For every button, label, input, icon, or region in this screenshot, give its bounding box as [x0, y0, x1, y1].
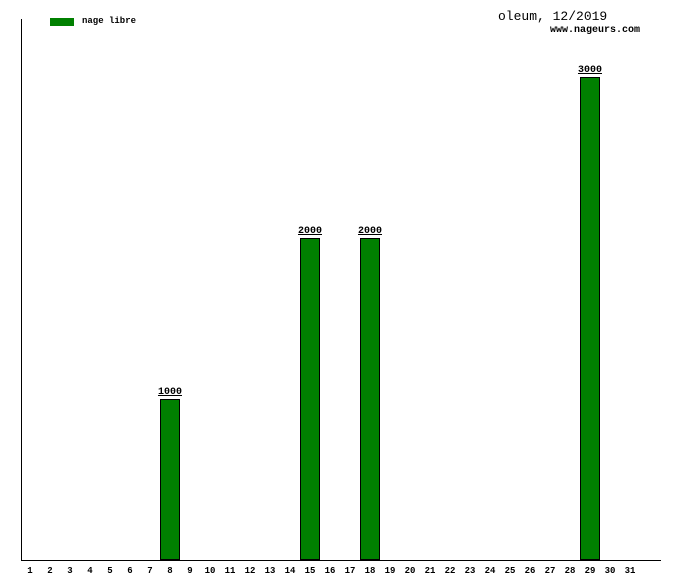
x-tick-label: 5: [107, 566, 113, 576]
legend-swatch: [50, 18, 74, 26]
x-tick-label: 22: [444, 566, 456, 576]
x-tick-label: 9: [187, 566, 193, 576]
chart-subtitle-url: www.nageurs.com: [550, 25, 641, 36]
x-tick-label: 8: [167, 566, 173, 576]
x-tick-label: 2: [47, 566, 53, 576]
x-tick-label: 14: [284, 566, 296, 576]
legend-label: nage libre: [82, 16, 137, 26]
bar-value-label: 3000: [577, 65, 602, 76]
x-tick-label: 19: [384, 566, 396, 576]
x-tick-label: 30: [604, 566, 616, 576]
bar-day-15: [300, 238, 320, 560]
bar-day-18: [360, 238, 380, 560]
bar-value-label: 1000: [157, 387, 182, 398]
x-tick-label: 27: [544, 566, 556, 576]
x-tick-label: 20: [404, 566, 416, 576]
x-tick-label: 26: [524, 566, 536, 576]
bar-value-label: 2000: [357, 226, 382, 237]
y-axis-line: [21, 19, 22, 561]
x-tick-label: 11: [224, 566, 236, 576]
x-tick-label: 1: [27, 566, 33, 576]
x-tick-label: 16: [324, 566, 336, 576]
x-tick-label: 15: [304, 566, 316, 576]
x-tick-label: 4: [87, 566, 93, 576]
bar-day-29: [580, 77, 600, 560]
x-tick-label: 31: [624, 566, 636, 576]
x-tick-label: 12: [244, 566, 256, 576]
x-tick-label: 24: [484, 566, 496, 576]
x-tick-label: 17: [344, 566, 356, 576]
x-tick-label: 28: [564, 566, 576, 576]
x-tick-label: 6: [127, 566, 133, 576]
bar-value-label: 2000: [297, 226, 322, 237]
x-tick-label: 10: [204, 566, 216, 576]
x-axis-line: [21, 560, 661, 561]
x-tick-label: 21: [424, 566, 436, 576]
x-tick-label: 13: [264, 566, 276, 576]
x-tick-label: 25: [504, 566, 516, 576]
bar-day-8: [160, 399, 180, 560]
x-tick-label: 7: [147, 566, 153, 576]
x-tick-label: 23: [464, 566, 476, 576]
chart-title: oleum, 12/2019: [498, 9, 608, 24]
x-tick-label: 18: [364, 566, 376, 576]
x-tick-label: 29: [584, 566, 596, 576]
x-tick-label: 3: [67, 566, 73, 576]
